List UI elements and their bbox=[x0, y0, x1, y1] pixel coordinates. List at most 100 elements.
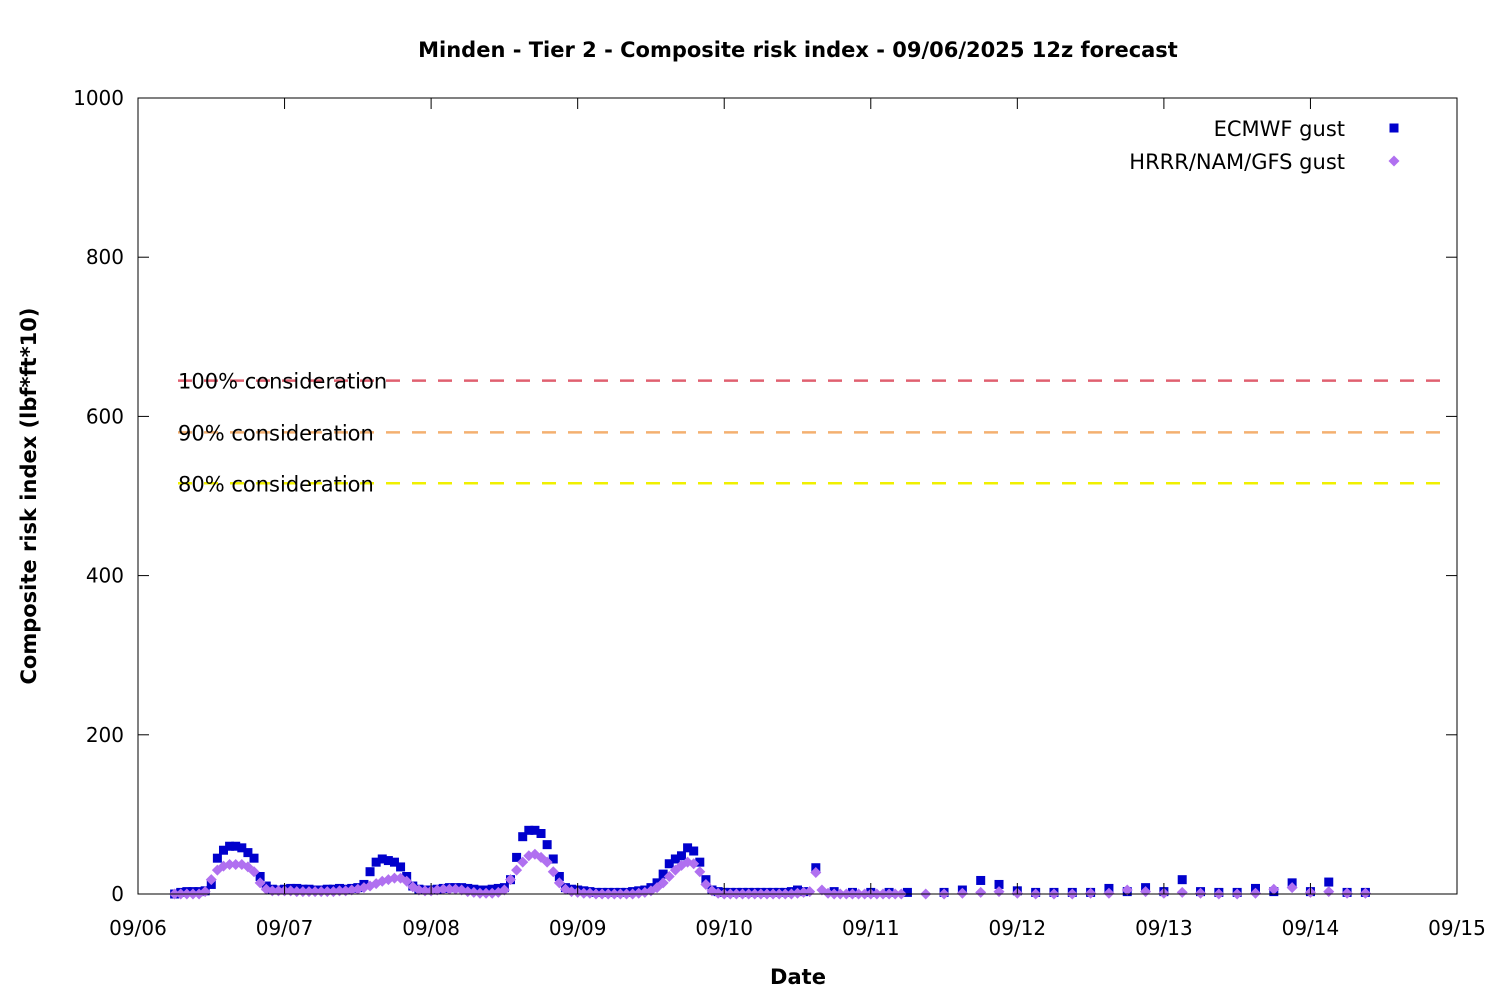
x-axis-ticks: 09/06 09/07 09/08 09/09 09/10 09/11 09/12 09/13… bbox=[109, 98, 1486, 940]
data-point bbox=[663, 870, 675, 882]
y-tick-label: 800 bbox=[86, 245, 124, 269]
x-tick-label: 09/12 bbox=[989, 916, 1047, 940]
data-point bbox=[237, 843, 247, 853]
data-point bbox=[225, 841, 235, 851]
reference-line-label: 100% consideration bbox=[178, 370, 387, 394]
data-point bbox=[205, 874, 217, 886]
data-point bbox=[1249, 887, 1261, 899]
chart-title: Minden - Tier 2 - Composite risk index -… bbox=[418, 38, 1178, 62]
data-point bbox=[389, 857, 399, 867]
data-point bbox=[517, 856, 529, 868]
data-point bbox=[810, 867, 822, 879]
x-axis-label: Date bbox=[770, 965, 826, 989]
data-point bbox=[548, 854, 558, 864]
data-point bbox=[480, 887, 492, 899]
data-point bbox=[1176, 886, 1188, 898]
data-point bbox=[530, 825, 540, 835]
data-point bbox=[1085, 887, 1097, 899]
data-point bbox=[553, 877, 565, 889]
x-tick-label: 09/08 bbox=[402, 916, 460, 940]
data-point bbox=[365, 867, 375, 877]
data-point bbox=[547, 866, 559, 878]
data-point bbox=[377, 854, 387, 864]
data-point bbox=[218, 845, 228, 855]
x-tick-label: 09/11 bbox=[842, 916, 900, 940]
data-point bbox=[700, 878, 712, 890]
data-point bbox=[498, 884, 510, 896]
data-point bbox=[249, 853, 259, 863]
x-tick-label: 09/15 bbox=[1428, 916, 1486, 940]
data-point bbox=[1103, 887, 1115, 899]
data-point bbox=[254, 877, 266, 889]
data-point bbox=[396, 862, 406, 872]
data-point bbox=[504, 874, 516, 886]
legend-marker bbox=[1388, 155, 1400, 167]
data-point bbox=[683, 843, 693, 853]
data-point bbox=[1121, 884, 1133, 896]
data-point bbox=[474, 887, 486, 899]
data-point bbox=[1359, 887, 1371, 899]
data-point bbox=[212, 853, 222, 863]
plot-frame bbox=[137, 97, 1458, 895]
data-point bbox=[664, 859, 674, 869]
data-point bbox=[994, 879, 1004, 889]
data-point bbox=[224, 859, 236, 871]
data-point bbox=[1286, 882, 1298, 894]
data-point bbox=[657, 877, 669, 889]
data-point bbox=[371, 857, 381, 867]
data-point bbox=[1177, 875, 1187, 885]
reference-line-label: 80% consideration bbox=[178, 472, 374, 496]
data-point bbox=[511, 864, 523, 876]
data-point bbox=[676, 851, 686, 861]
data-point bbox=[536, 829, 546, 839]
legend-label: ECMWF gust bbox=[1214, 117, 1345, 141]
x-tick-label: 09/13 bbox=[1135, 916, 1193, 940]
legend-marker bbox=[1389, 123, 1399, 133]
y-tick-label: 400 bbox=[86, 564, 124, 588]
data-point bbox=[512, 852, 522, 862]
x-tick-label: 09/06 bbox=[109, 916, 167, 940]
x-tick-label: 09/07 bbox=[256, 916, 314, 940]
data-point bbox=[443, 883, 455, 895]
data-point bbox=[518, 832, 528, 842]
data-point bbox=[437, 883, 449, 895]
data-point bbox=[688, 858, 700, 870]
data-point bbox=[695, 857, 705, 867]
data-point bbox=[542, 840, 552, 850]
y-tick-label: 600 bbox=[86, 404, 124, 428]
data-point bbox=[578, 887, 590, 899]
data-point bbox=[658, 869, 668, 879]
data-point bbox=[388, 872, 400, 884]
data-point bbox=[554, 871, 564, 881]
data-point bbox=[383, 856, 393, 866]
legend-label: HRRR/NAM/GFS gust bbox=[1129, 150, 1345, 174]
data-point bbox=[1324, 877, 1334, 887]
data-point bbox=[1268, 883, 1280, 895]
x-tick-label: 09/10 bbox=[695, 916, 753, 940]
data-point bbox=[1195, 887, 1207, 899]
data-point bbox=[1341, 887, 1353, 899]
data-point bbox=[956, 887, 968, 899]
data-point bbox=[902, 887, 912, 897]
data-point bbox=[694, 866, 706, 878]
data-point bbox=[231, 841, 241, 851]
reference-lines bbox=[178, 379, 1443, 485]
y-axis-label: Composite risk index (lbf*ft*10) bbox=[17, 307, 41, 684]
data-point bbox=[243, 848, 253, 858]
x-tick-label: 09/14 bbox=[1282, 916, 1340, 940]
x-tick-label: 09/09 bbox=[549, 916, 607, 940]
y-tick-label: 0 bbox=[111, 882, 124, 906]
data-point bbox=[248, 866, 260, 878]
data-point bbox=[255, 871, 265, 881]
y-tick-label: 1000 bbox=[73, 86, 124, 110]
data-point bbox=[401, 875, 413, 887]
data-point bbox=[230, 859, 242, 871]
data-point bbox=[670, 854, 680, 864]
reference-line-label: 90% consideration bbox=[178, 421, 374, 445]
y-tick-label: 200 bbox=[86, 723, 124, 747]
data-point bbox=[975, 886, 987, 898]
data-point bbox=[541, 856, 553, 868]
legend: ECMWF gust HRRR/NAM/GFS gust bbox=[1129, 117, 1400, 174]
